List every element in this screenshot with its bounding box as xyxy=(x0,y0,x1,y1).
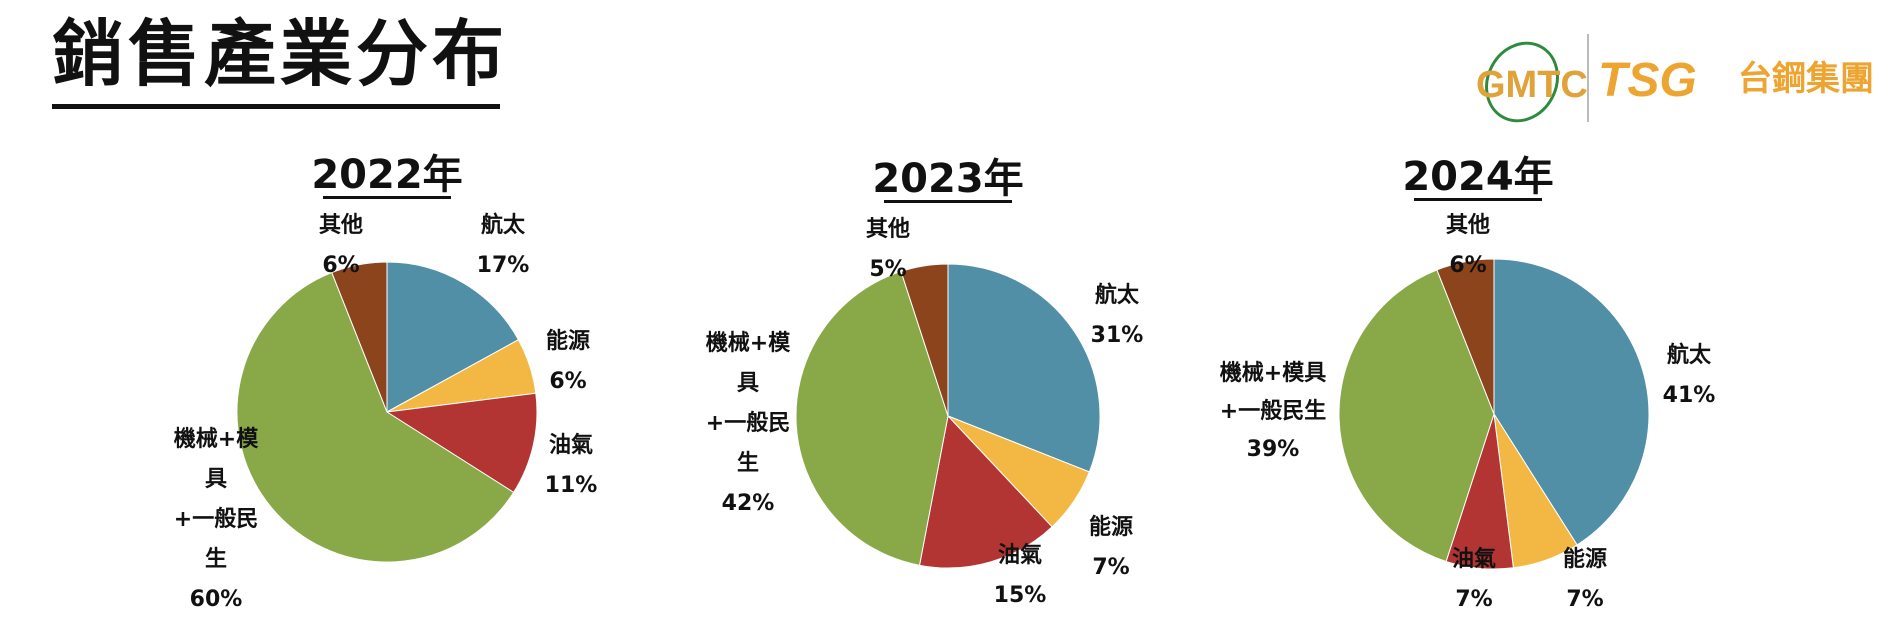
slice-category-label: 生 xyxy=(737,451,759,476)
slice-category-label: 能源 xyxy=(1089,514,1133,540)
logo-tsg-text: TSG xyxy=(1598,54,1697,107)
slice-category-label: +一般民 xyxy=(706,410,790,436)
pie-slice xyxy=(900,263,949,417)
slice-category-label: 航太 xyxy=(481,212,526,238)
slice-value-label: 11% xyxy=(545,473,598,498)
slice-value-label: 17% xyxy=(477,253,530,278)
slice-value-label: 7% xyxy=(1092,555,1129,580)
slice-category-label: 機械+模 xyxy=(174,427,259,452)
slice-category-label: +一般民生 xyxy=(1220,398,1326,424)
slice-category-label: 航太 xyxy=(1667,342,1712,368)
pie-slice xyxy=(795,270,949,566)
pie-slice xyxy=(918,414,1053,569)
pie-slice xyxy=(331,261,388,413)
slice-category-label: 能源 xyxy=(1563,546,1607,572)
logo-group-text: 台鋼集團 xyxy=(1738,59,1874,99)
logo-gmtc-text: GMTC xyxy=(1476,64,1588,106)
slice-value-label: 31% xyxy=(1091,323,1144,348)
slice-category-label: 油氣 xyxy=(998,542,1042,568)
company-logo: GMTC TSG 台鋼集團 xyxy=(1476,34,1874,123)
slice-category-label: 其他 xyxy=(319,213,363,238)
slice-category-label: 能源 xyxy=(546,328,590,354)
slice-value-label: 7% xyxy=(1455,587,1492,612)
pie-slice xyxy=(947,263,1101,473)
pie-slice xyxy=(1338,269,1495,563)
slice-value-label: 41% xyxy=(1663,383,1716,408)
slice-category-label: +一般民 xyxy=(174,506,258,532)
pie-slice xyxy=(1436,258,1495,415)
slice-category-label: 具 xyxy=(737,371,759,396)
slice-value-label: 42% xyxy=(722,491,775,516)
slice-category-label: 具 xyxy=(205,467,227,492)
slice-category-label: 其他 xyxy=(1446,213,1490,238)
chart-title: 2024年 xyxy=(1402,154,1553,200)
slice-category-label: 油氣 xyxy=(1452,546,1496,572)
pie-slice xyxy=(236,271,515,563)
slice-value-label: 6% xyxy=(549,369,586,394)
slice-category-label: 其他 xyxy=(866,217,910,242)
chart-title-underline xyxy=(1414,198,1542,201)
chart-title-underline xyxy=(323,196,451,199)
slice-value-label: 39% xyxy=(1247,437,1300,462)
slice-value-label: 6% xyxy=(322,253,359,278)
chart-title: 2023年 xyxy=(872,156,1023,202)
slice-value-label: 7% xyxy=(1566,587,1603,612)
slice-category-label: 航太 xyxy=(1095,282,1140,308)
chart-title: 2022年 xyxy=(311,152,462,198)
slice-value-label: 15% xyxy=(994,583,1047,608)
slice-category-label: 生 xyxy=(205,547,227,572)
pie-slice xyxy=(1493,258,1650,546)
pie-slice xyxy=(385,392,538,494)
page-title: 銷售產業分布 xyxy=(52,12,509,96)
chart-title-underline xyxy=(884,200,1012,203)
slice-value-label: 6% xyxy=(1449,253,1486,278)
slice-category-label: 機械+模 xyxy=(706,331,791,356)
title-underline xyxy=(52,104,500,109)
pie-slice xyxy=(386,261,520,413)
slice-value-label: 5% xyxy=(869,257,906,282)
slice-value-label: 60% xyxy=(190,587,243,612)
slice-category-label: 機械+模具 xyxy=(1220,361,1326,386)
slice-category-label: 油氣 xyxy=(549,432,593,458)
